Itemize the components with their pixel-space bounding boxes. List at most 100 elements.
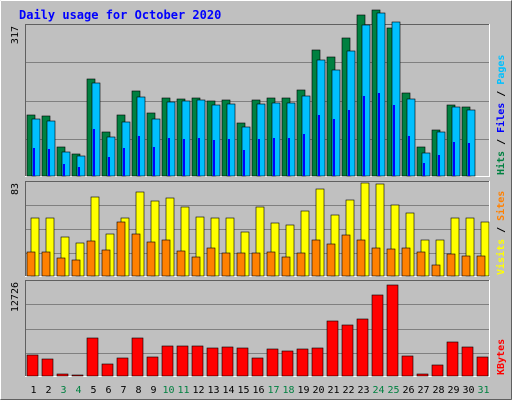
bar-files-overlay-day-22: [348, 110, 350, 176]
bar-sites-day-19: [296, 252, 306, 277]
bar-files-overlay-day-15: [243, 150, 245, 176]
panel-visits: 83 Visits / Sites: [10, 181, 507, 277]
bar-files-overlay-day-2: [48, 149, 50, 176]
bar-pages-day-27: [421, 152, 431, 177]
bar-pages-day-2: [46, 120, 56, 177]
bar-files-overlay-day-23: [363, 96, 365, 176]
bar-files-overlay-day-8: [138, 136, 140, 176]
bar-sites-day-23: [356, 239, 366, 277]
panel-visits-axis-label-part: Visits: [495, 239, 507, 275]
x-tick-label-day-9: 9: [150, 385, 156, 396]
x-tick-label-day-6: 6: [105, 385, 111, 396]
bar-files-overlay-day-12: [198, 138, 200, 176]
panel-kbytes: 12726 KBytes: [10, 280, 507, 377]
bar-pages-day-10: [166, 101, 176, 177]
bar-sites-day-27: [416, 251, 426, 277]
x-tick-label-day-7: 7: [120, 385, 126, 396]
bar-sites-day-28: [431, 264, 441, 277]
x-tick-label-day-19: 19: [297, 385, 309, 396]
x-tick-label-day-8: 8: [135, 385, 141, 396]
chart-title: Daily usage for October 2020: [19, 8, 221, 22]
panel-kbytes-max-label: 12726: [10, 282, 21, 312]
bar-sites-day-29: [446, 253, 456, 277]
bar-sites-day-18: [281, 256, 291, 277]
bar-sites-day-10: [161, 239, 171, 277]
bar-files-overlay-day-16: [258, 139, 260, 176]
bar-pages-day-16: [256, 103, 266, 177]
bar-kbytes-day-27: [416, 373, 429, 377]
bar-sites-day-6: [101, 249, 111, 277]
bar-kbytes-day-5: [86, 337, 99, 377]
panel-hits: 317 Hits / Files / Pages: [10, 9, 507, 177]
bar-pages-day-13: [211, 104, 221, 177]
bar-files-overlay-day-11: [183, 139, 185, 176]
bar-files-overlay-day-28: [438, 155, 440, 176]
bar-kbytes-day-31: [476, 356, 489, 377]
bar-pages-day-1: [31, 118, 41, 177]
bar-kbytes-day-3: [56, 373, 69, 377]
bar-pages-day-21: [331, 69, 341, 177]
bar-files-overlay-day-10: [168, 138, 170, 176]
panel-hits-axis-label-part: /: [496, 133, 507, 151]
bar-files-overlay-day-5: [93, 129, 95, 176]
bar-sites-day-13: [206, 247, 216, 277]
x-tick-label-day-4: 4: [75, 385, 81, 396]
x-tick-label-day-15: 15: [237, 385, 249, 396]
bar-sites-day-22: [341, 234, 351, 277]
bar-sites-day-8: [131, 233, 141, 277]
bar-kbytes-day-6: [101, 363, 114, 377]
bar-kbytes-day-26: [401, 355, 414, 377]
bar-files-overlay-day-13: [213, 140, 215, 176]
bar-pages-day-24: [376, 12, 386, 177]
bar-files-overlay-day-1: [33, 148, 35, 176]
bar-files-overlay-day-14: [228, 139, 230, 176]
bar-pages-day-23: [361, 24, 371, 177]
bar-kbytes-day-12: [191, 345, 204, 377]
bar-pages-day-3: [61, 151, 71, 177]
bar-kbytes-day-29: [446, 341, 459, 377]
bar-pages-day-8: [136, 96, 146, 177]
bar-kbytes-day-13: [206, 347, 219, 377]
bar-pages-day-26: [406, 98, 416, 177]
x-tick-label-day-23: 23: [357, 385, 369, 396]
bar-sites-day-30: [461, 255, 471, 277]
x-tick-label-day-26: 26: [402, 385, 414, 396]
bar-pages-day-20: [316, 59, 326, 177]
panel-hits-axis-label-part: /: [496, 85, 507, 103]
bar-files-overlay-day-24: [378, 93, 380, 176]
bar-files-overlay-day-27: [423, 163, 425, 176]
bar-pages-day-14: [226, 103, 236, 177]
bar-pages-day-19: [301, 95, 311, 177]
bar-kbytes-day-21: [326, 320, 339, 377]
bar-files-overlay-day-29: [453, 142, 455, 176]
bar-kbytes-day-23: [356, 318, 369, 377]
x-tick-label-day-13: 13: [207, 385, 219, 396]
bar-files-overlay-day-9: [153, 147, 155, 176]
bar-sites-day-15: [236, 252, 246, 277]
bar-files-overlay-day-19: [303, 134, 305, 176]
bar-files-overlay-day-20: [318, 115, 320, 176]
x-tick-label-day-25: 25: [387, 385, 399, 396]
bar-pages-day-5: [91, 82, 101, 177]
x-tick-label-day-2: 2: [45, 385, 51, 396]
bar-kbytes-day-7: [116, 357, 129, 377]
panel-kbytes-bars: [26, 284, 489, 377]
bar-sites-day-4: [71, 259, 81, 277]
x-tick-label-day-16: 16: [252, 385, 264, 396]
x-axis-labels: 1 2 3 4 5 6 7 8 9 10 11 12 13 14 15 16 17 18 19 20 21 22 23 24 2…: [30, 385, 489, 396]
bar-sites-day-3: [56, 257, 66, 277]
bar-sites-day-5: [86, 240, 96, 277]
panel-visits-max-label: 83: [10, 183, 21, 195]
x-tick-label-day-24: 24: [372, 385, 384, 396]
bar-sites-day-11: [176, 250, 186, 277]
bar-kbytes-day-4: [71, 374, 84, 377]
bar-pages-day-6: [106, 136, 116, 177]
bar-sites-day-26: [401, 247, 411, 277]
bar-pages-day-18: [286, 102, 296, 177]
x-tick-label-day-17: 17: [267, 385, 279, 396]
bar-files-overlay-day-25: [393, 105, 395, 176]
bar-pages-day-4: [76, 155, 86, 177]
bar-pages-day-15: [241, 126, 251, 177]
bar-files-overlay-day-4: [78, 167, 80, 176]
